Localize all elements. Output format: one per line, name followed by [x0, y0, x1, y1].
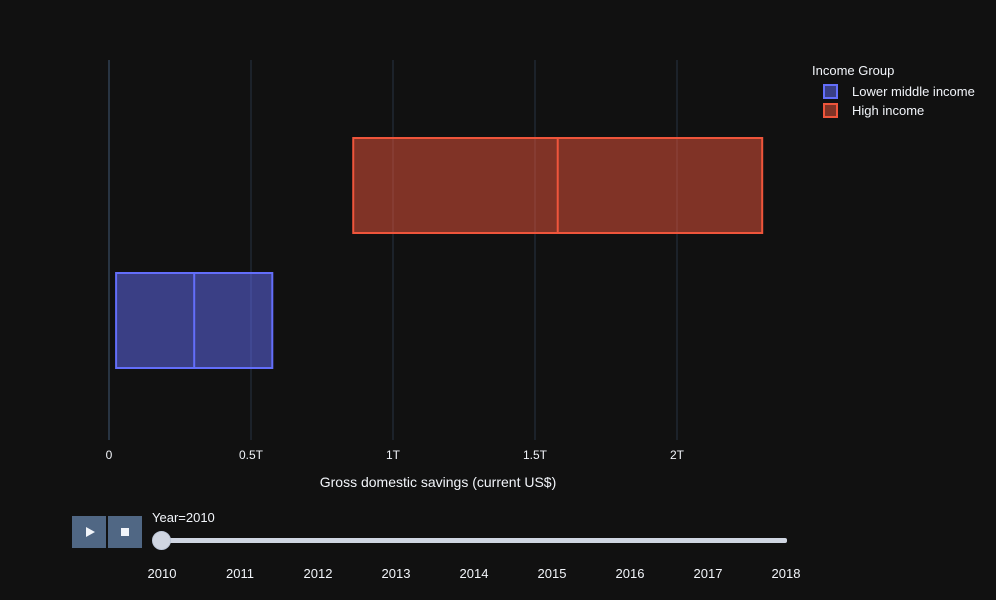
year-slider-ticks: 2010 2011 2012 2013 2014 2015 2016 2017 2018: [0, 566, 996, 586]
year-tick[interactable]: 2017: [693, 566, 723, 581]
legend: Income Group Lower middle income High inc…: [812, 63, 975, 120]
x-tick-label: 1.5T: [523, 448, 548, 462]
year-tick[interactable]: 2015: [537, 566, 567, 581]
stop-icon: [121, 528, 129, 536]
year-tick[interactable]: 2013: [381, 566, 411, 581]
legend-title: Income Group: [812, 63, 895, 78]
box-plot: 0 0.5T 1T 1.5T 2T Gross domestic savings (cu…: [106, 60, 764, 490]
year-tick[interactable]: 2012: [303, 566, 333, 581]
year-slider-rail[interactable]: [162, 538, 787, 543]
slider-current-value: Year=2010: [152, 510, 215, 525]
x-tick-labels: 0 0.5T 1T 1.5T 2T: [106, 448, 685, 462]
x-tick-label: 2T: [670, 448, 685, 462]
year-slider-handle[interactable]: [152, 531, 171, 550]
year-tick[interactable]: 2010: [147, 566, 177, 581]
animation-controls: [72, 516, 142, 548]
legend-item[interactable]: High income: [812, 101, 975, 120]
stop-button[interactable]: [108, 516, 142, 548]
x-tick-label: 0.5T: [239, 448, 264, 462]
legend-label: High income: [852, 103, 925, 118]
year-tick[interactable]: 2014: [459, 566, 489, 581]
x-axis-label: Gross domestic savings (current US$): [320, 474, 557, 490]
legend-swatch: [823, 84, 838, 99]
legend-swatch: [823, 103, 838, 118]
year-tick[interactable]: 2011: [226, 566, 254, 581]
year-tick[interactable]: 2016: [615, 566, 645, 581]
legend-item[interactable]: Lower middle income: [812, 82, 975, 101]
legend-label: Lower middle income: [852, 84, 975, 99]
grid-lines: [108, 60, 678, 440]
x-tick-label: 0: [106, 448, 113, 462]
x-tick-label: 1T: [386, 448, 401, 462]
play-button[interactable]: [72, 516, 106, 548]
year-tick[interactable]: 2018: [771, 566, 801, 581]
play-icon: [85, 527, 95, 537]
boxes: [115, 137, 764, 369]
